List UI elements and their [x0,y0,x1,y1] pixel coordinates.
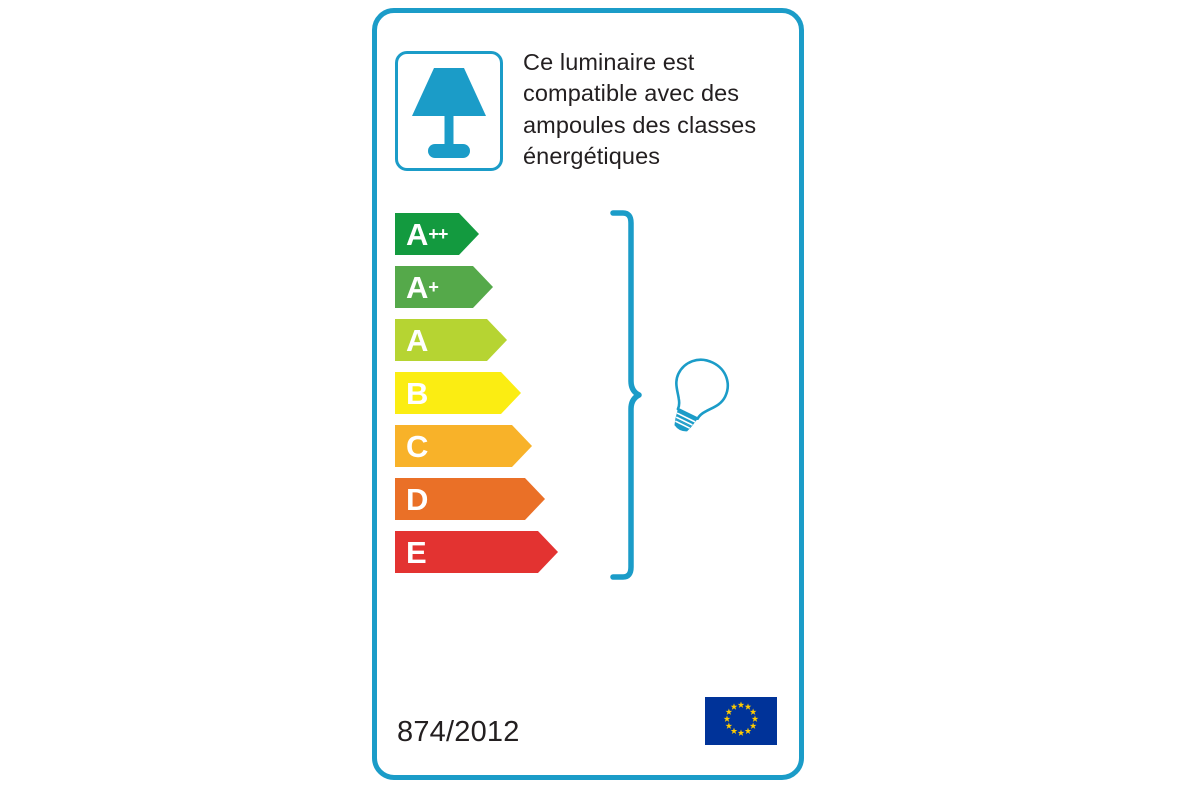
energy-class-sup: + [428,277,438,297]
energy-class-band: C [395,425,532,467]
energy-class-label: A [406,319,428,361]
energy-class-sup: ++ [428,224,448,244]
energy-label-card: Ce luminaire est compatible avec des amp… [372,8,804,780]
energy-class-letter: B [406,375,429,411]
energy-class-band: E [395,531,558,573]
energy-class-letter: A [406,216,429,252]
energy-class-label: A ++ [406,213,448,255]
energy-class-band: B [395,372,521,414]
energy-class-letter: A [406,269,429,305]
band-arrow-shape [395,425,532,467]
band-arrow-shape [395,319,507,361]
brace-shape [610,210,642,580]
energy-class-letter: A [406,322,429,358]
energy-class-band: D [395,478,545,520]
energy-class-label: D [406,478,428,520]
energy-class-letter: D [406,481,429,517]
range-brace [609,209,669,585]
energy-class-letter: C [406,428,429,464]
band-arrow-shape [395,266,493,308]
energy-class-label: E [406,531,427,573]
energy-class-band: A [395,319,507,361]
band-arrow-shape [395,372,521,414]
light-bulb-icon [659,353,739,439]
band-arrow-shape [395,531,558,573]
bulb-shape [674,358,729,432]
table-lamp-icon [412,68,486,158]
energy-class-band: A ++ [395,213,479,255]
header: Ce luminaire est compatible avec des amp… [395,49,791,191]
energy-class-letter: E [406,534,427,570]
band-arrow-shape [395,213,479,255]
energy-class-label: B [406,372,428,414]
eu-flag-shape [705,697,777,745]
energy-class-label: A + [406,266,439,308]
band-arrow-shape [395,478,545,520]
regulation-number: 874/2012 [397,716,520,748]
energy-class-list: A ++ A + A [395,213,595,583]
eu-flag [705,697,777,745]
energy-class-band: A + [395,266,493,308]
lamp-icon-box [395,51,503,171]
energy-class-label: C [406,425,428,467]
header-text: Ce luminaire est compatible avec des amp… [523,49,757,169]
